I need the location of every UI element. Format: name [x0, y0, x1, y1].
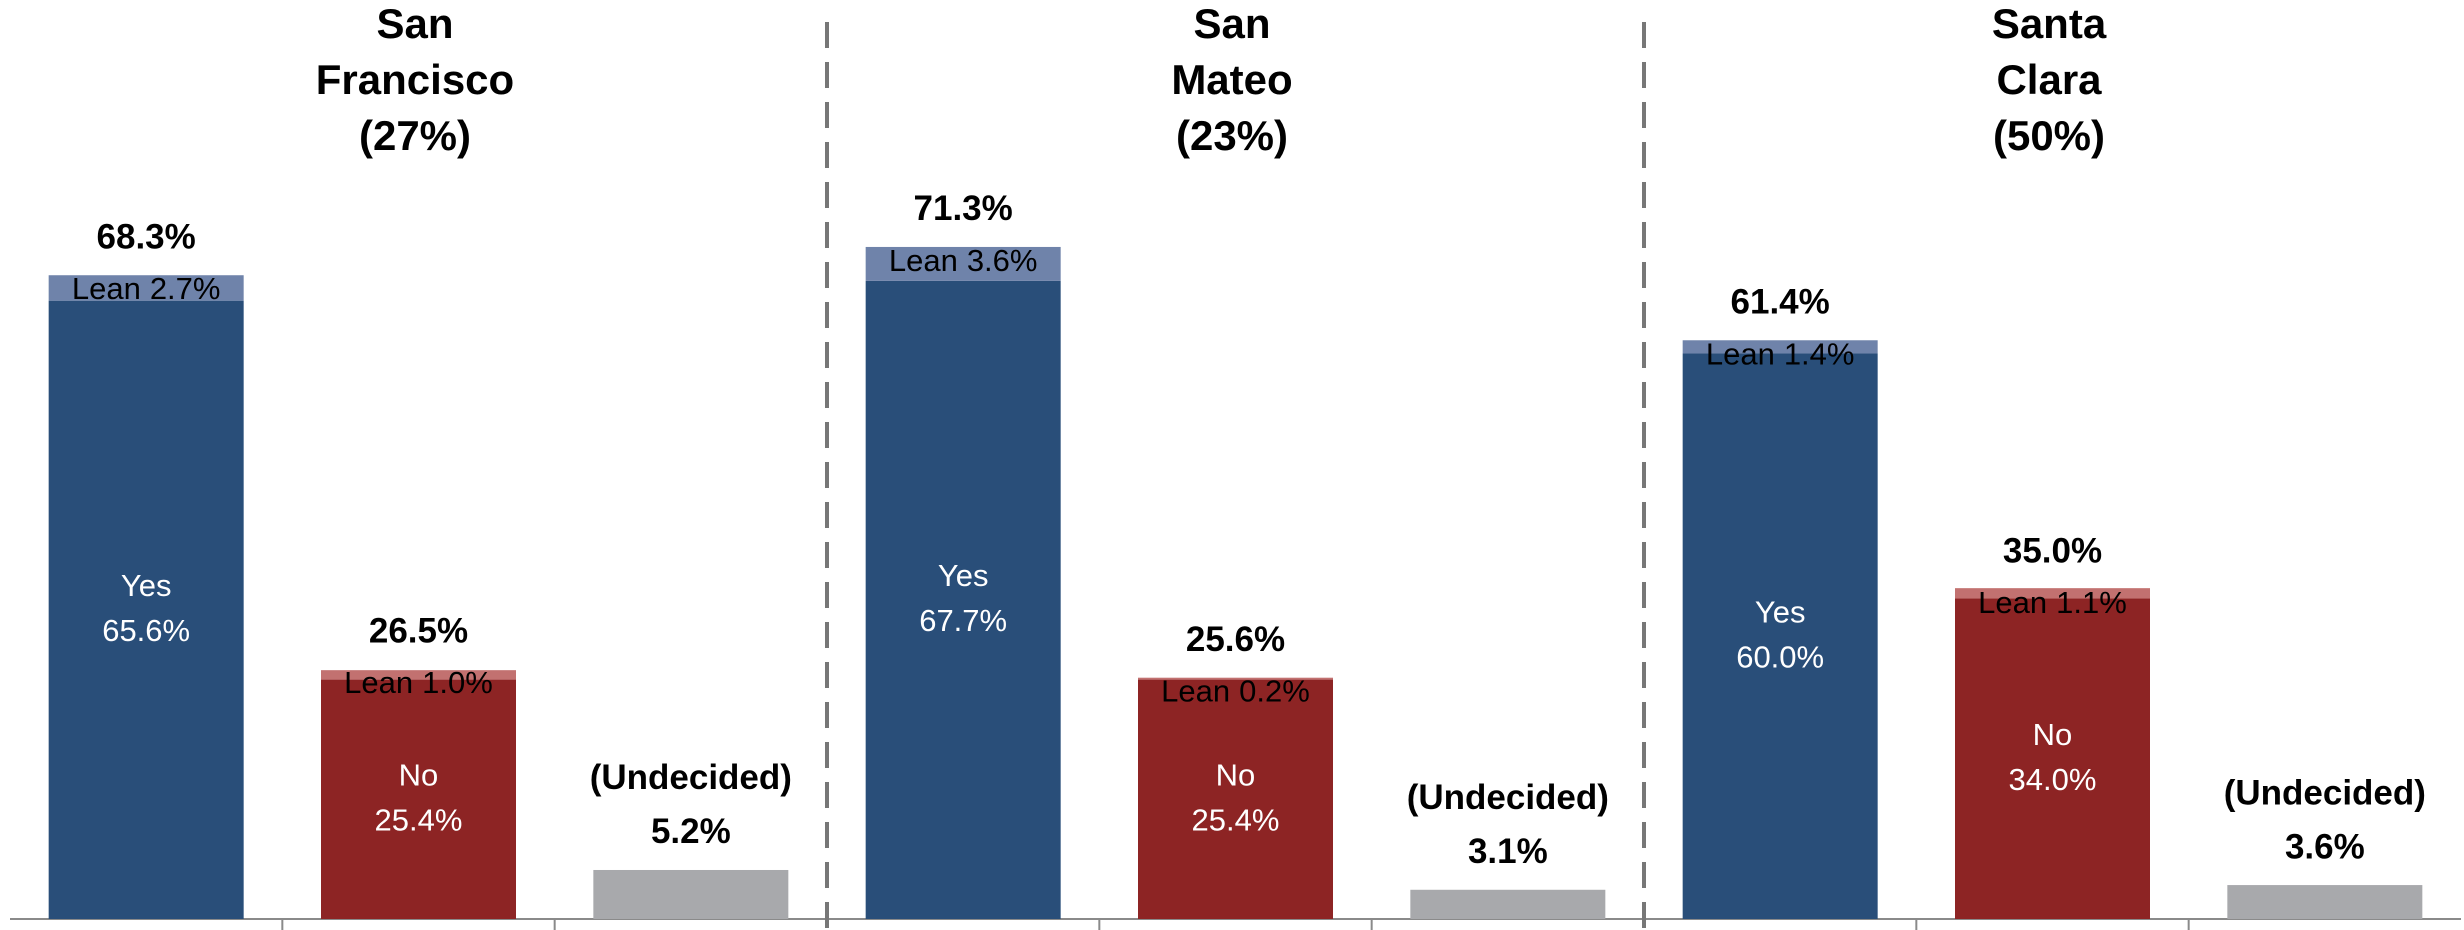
panel-title: (27%)	[359, 112, 471, 159]
value-label: 25.4%	[375, 802, 463, 837]
value-label: 25.4%	[1192, 802, 1280, 837]
total-label: 68.3%	[97, 217, 196, 256]
lean-label: Lean 1.4%	[1706, 336, 1855, 371]
panel-title: Santa	[1992, 0, 2107, 47]
lean-value: 2.7%	[150, 271, 221, 306]
value-label: 65.6%	[102, 613, 190, 648]
bar-segment	[1955, 598, 2150, 919]
category-label: Yes	[938, 558, 989, 593]
panel-title: San	[1193, 0, 1270, 47]
lean-segment	[1682, 340, 1878, 354]
lean-value: 1.1%	[2056, 585, 2127, 620]
panel-title: Clara	[1996, 56, 2102, 103]
value-label: 60.0%	[1736, 639, 1824, 674]
value-label: 34.0%	[2009, 762, 2097, 797]
bar-segment	[321, 679, 516, 919]
lean-name: Lean	[1706, 336, 1775, 371]
lean-segment	[321, 670, 516, 680]
panel-title: (23%)	[1176, 112, 1288, 159]
lean-label: Lean 1.0%	[344, 665, 493, 700]
total-label: 25.6%	[1186, 620, 1285, 659]
lean-name: Lean	[344, 665, 413, 700]
bar-segment	[48, 300, 244, 919]
category-label: Yes	[1755, 594, 1806, 629]
category-label: No	[2033, 717, 2073, 752]
category-label: No	[1216, 757, 1256, 792]
panel-title: San	[376, 0, 453, 47]
lean-name: Lean	[1978, 585, 2047, 620]
bar-segment	[1410, 889, 1606, 919]
total-label: 61.4%	[1731, 283, 1830, 322]
panel-title: Francisco	[316, 56, 514, 103]
bar-segment	[865, 280, 1061, 919]
lean-value: 1.4%	[1784, 336, 1855, 371]
panel-title: (50%)	[1993, 112, 2105, 159]
lean-segment	[48, 275, 244, 301]
lean-label: Lean 0.2%	[1161, 674, 1310, 709]
bar-segment	[593, 869, 789, 919]
total-label: 3.6%	[2285, 827, 2365, 866]
bar-segment	[2227, 885, 2423, 919]
lean-value: 1.0%	[422, 665, 493, 700]
total-label: 26.5%	[369, 611, 468, 650]
panel-title: Mateo	[1171, 56, 1292, 103]
lean-segment	[1955, 588, 2150, 599]
lean-label: Lean 3.6%	[889, 243, 1038, 278]
category-label: (Undecided)	[1407, 778, 1609, 817]
lean-value: 3.6%	[967, 243, 1038, 278]
lean-label: Lean 2.7%	[72, 271, 221, 306]
total-label: 5.2%	[651, 812, 731, 851]
lean-value: 0.2%	[1239, 674, 1310, 709]
lean-name: Lean	[72, 271, 141, 306]
lean-name: Lean	[889, 243, 958, 278]
bar-segment	[1138, 679, 1333, 919]
value-label: 67.7%	[919, 603, 1007, 638]
category-label: (Undecided)	[590, 758, 792, 797]
lean-label: Lean 1.1%	[1978, 585, 2127, 620]
category-label: Yes	[121, 568, 172, 603]
total-label: 71.3%	[914, 189, 1013, 228]
category-label: (Undecided)	[2224, 773, 2426, 812]
lean-segment	[1138, 677, 1333, 680]
total-label: 35.0%	[2003, 531, 2102, 570]
total-label: 3.1%	[1468, 832, 1548, 871]
lean-segment	[865, 246, 1061, 281]
lean-name: Lean	[1161, 674, 1230, 709]
category-label: No	[399, 757, 439, 792]
bar-segment	[1682, 353, 1878, 919]
